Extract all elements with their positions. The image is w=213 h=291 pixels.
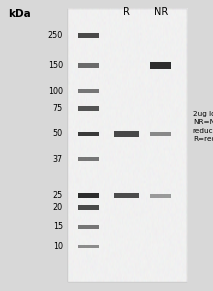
Bar [78, 89, 99, 93]
Bar [78, 225, 99, 229]
Bar [150, 132, 171, 136]
Text: 37: 37 [53, 155, 63, 164]
Text: R: R [123, 7, 130, 17]
Text: NR: NR [154, 7, 168, 17]
Bar [150, 194, 171, 198]
Text: 150: 150 [48, 61, 63, 70]
Text: kDa: kDa [9, 9, 31, 19]
Bar [78, 205, 99, 210]
Bar [115, 193, 139, 198]
Bar [78, 33, 99, 38]
Bar [78, 245, 99, 249]
Bar [78, 157, 99, 161]
Text: 100: 100 [48, 87, 63, 96]
Text: 20: 20 [53, 203, 63, 212]
Text: 25: 25 [53, 191, 63, 200]
Text: 50: 50 [53, 129, 63, 138]
Text: 10: 10 [53, 242, 63, 251]
Bar [78, 106, 99, 111]
Text: 2ug loading
NR=Non-
reduced
R=reduced: 2ug loading NR=Non- reduced R=reduced [193, 111, 213, 142]
Bar [78, 63, 99, 68]
Text: 250: 250 [47, 31, 63, 40]
Text: 75: 75 [53, 104, 63, 113]
Bar [150, 62, 171, 69]
Bar [68, 9, 187, 282]
Text: 15: 15 [53, 223, 63, 231]
Bar [78, 132, 99, 136]
Bar [115, 131, 139, 137]
Bar [78, 193, 99, 198]
